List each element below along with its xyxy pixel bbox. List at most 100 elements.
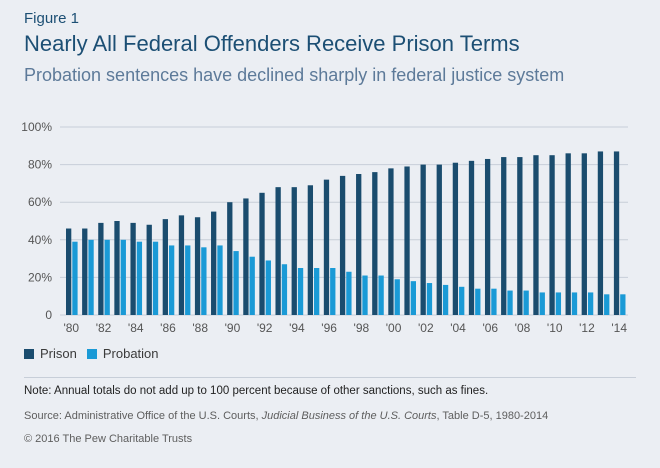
prison-bar: [533, 155, 539, 315]
legend-label-prison: Prison: [40, 346, 77, 361]
probation-bar: [297, 268, 304, 315]
x-tick-label: '98: [354, 321, 370, 335]
prison-bar: [194, 217, 201, 315]
prison-bar: [259, 192, 265, 315]
probation-bar: [217, 245, 223, 315]
footnote: Note: Annual totals do not add up to 100…: [24, 385, 489, 397]
x-tick-label: '96: [321, 321, 337, 335]
probation-bar: [136, 241, 143, 315]
x-tick-label: '88: [192, 321, 208, 335]
prison-swatch: [24, 348, 34, 359]
prison-bar: [517, 157, 523, 315]
prison-bar: [356, 174, 362, 315]
legend: Prison Probation: [24, 346, 159, 361]
probation-bar: [168, 245, 175, 315]
legend-label-probation: Probation: [102, 346, 159, 361]
prison-bar: [420, 164, 426, 315]
prison-bar: [339, 175, 346, 315]
x-tick-label: '80: [63, 321, 79, 335]
x-tick-label: '06: [482, 321, 498, 335]
prison-bar: [291, 187, 297, 315]
probation-bar: [507, 290, 513, 315]
probation-bar: [265, 260, 271, 315]
prison-bar: [227, 202, 233, 315]
prison-bar: [211, 211, 217, 315]
legend-item-prison: Prison: [24, 346, 77, 361]
probation-bar: [410, 281, 416, 315]
probation-bar: [314, 268, 320, 315]
prison-bar: [565, 153, 571, 315]
probation-bar: [604, 294, 610, 315]
y-tick-label: 40%: [28, 233, 52, 247]
x-tick-label: '14: [611, 321, 627, 335]
probation-bar: [249, 256, 255, 315]
y-tick-label: 20%: [28, 270, 52, 284]
prison-bar: [146, 224, 152, 315]
prison-bar: [468, 160, 475, 315]
probation-bar: [281, 264, 288, 315]
x-tick-label: '84: [128, 321, 144, 335]
prison-bar: [372, 172, 378, 315]
prison-bar: [549, 155, 555, 315]
prison-bar: [98, 222, 104, 315]
probation-bar: [523, 290, 529, 315]
copyright: © 2016 The Pew Charitable Trusts: [24, 433, 193, 445]
chart-subtitle: Probation sentences have declined sharpl…: [24, 65, 565, 85]
bar-chart: 0 20% 40% 60% 80% 100% '80 '82 '84 '86 '88 '90 '92 '9…: [21, 120, 628, 335]
x-tick-label: '94: [289, 321, 305, 335]
probation-bar: [571, 292, 578, 315]
probation-bar: [378, 275, 384, 315]
x-tick-label: '08: [515, 321, 531, 335]
prison-bar: [66, 228, 72, 315]
probation-bar: [587, 292, 594, 315]
y-tick-label: 60%: [28, 195, 52, 209]
source-publication: Judicial Business of the U.S. Courts: [261, 410, 437, 422]
source-note: Source: Administrative Office of the U.S…: [24, 410, 548, 422]
x-tick-label: '04: [450, 321, 466, 335]
prison-bar: [130, 222, 136, 315]
probation-bar: [442, 284, 449, 315]
probation-bar: [104, 239, 110, 315]
probation-bar: [88, 239, 94, 315]
probation-bar: [120, 239, 126, 315]
legend-item-probation: Probation: [86, 346, 159, 361]
figure-label: Figure 1: [24, 10, 80, 27]
source-suffix: , Table D-5, 1980-2014: [436, 410, 549, 422]
prison-bar: [162, 219, 168, 315]
source-prefix: Source: Administrative Office of the U.S…: [24, 410, 262, 422]
y-tick-label: 0: [45, 308, 52, 322]
probation-bar: [185, 245, 191, 315]
probation-bar: [539, 292, 545, 315]
prison-bar: [114, 221, 120, 315]
x-tick-label: '92: [257, 321, 273, 335]
x-tick-label: '02: [418, 321, 434, 335]
probation-swatch: [86, 348, 97, 359]
prison-bar: [178, 215, 185, 315]
probation-bar: [459, 286, 465, 315]
prison-bar: [581, 153, 587, 315]
x-tick-label: '86: [160, 321, 176, 335]
x-tick-label: '12: [579, 321, 595, 335]
footer-divider: [24, 377, 636, 378]
probation-bar: [233, 251, 239, 315]
prison-bar: [484, 158, 491, 315]
prison-bar: [243, 198, 249, 315]
prison-bar: [307, 185, 314, 315]
probation-bar: [201, 247, 207, 315]
probation-bar: [330, 268, 336, 315]
prison-bar: [275, 187, 281, 315]
y-tick-label: 100%: [21, 120, 52, 134]
probation-bar: [362, 275, 368, 315]
prison-bar: [501, 157, 507, 315]
probation-bar: [394, 279, 400, 315]
prison-bar: [452, 162, 459, 315]
probation-bar: [426, 283, 433, 315]
y-tick-label: 80%: [28, 158, 52, 172]
prison-bar: [323, 179, 330, 315]
chart-title: Nearly All Federal Offenders Receive Pri…: [24, 31, 520, 56]
probation-bar: [346, 271, 352, 315]
probation-bar: [152, 241, 159, 315]
probation-bar: [620, 294, 626, 315]
prison-bar: [82, 228, 88, 315]
prison-bar: [436, 164, 442, 315]
